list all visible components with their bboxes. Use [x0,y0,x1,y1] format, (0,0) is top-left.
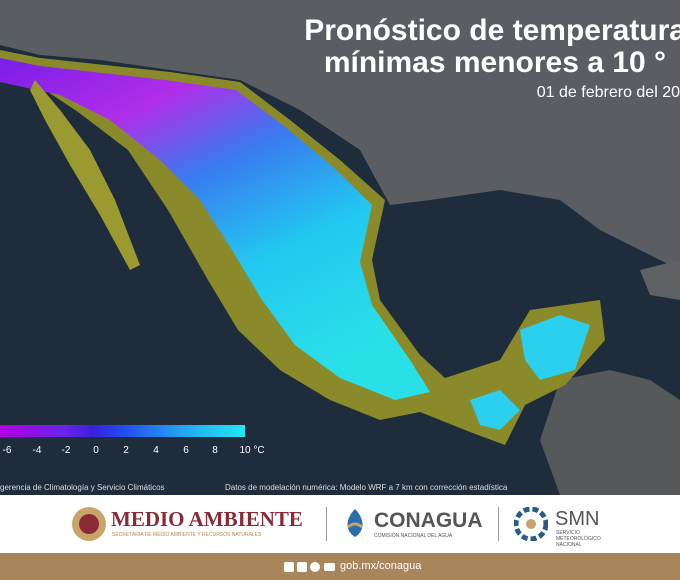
legend-label: 2 [123,445,129,456]
title-line-2: mínimas menores a 10 ° [323,46,666,79]
legend-label: 8 [212,445,218,456]
smn: SMN [555,508,600,530]
conagua: CONAGUA [374,509,483,532]
medio-ambiente-sub: SECRETARÍA DE MEDIO AMBIENTE Y RECURSOS … [112,532,262,538]
legend-label: 6 [183,445,189,456]
emblem [72,507,106,541]
conagua-logo [347,509,363,537]
url: gob.mx/conagua [340,560,422,572]
legend-label: -6 [2,445,12,456]
land-central-america [540,370,680,495]
date: 01 de febrero del 20 [536,84,680,101]
map [0,0,680,495]
footer-bar: gob.mx/conagua [0,553,680,580]
baja-california [30,80,140,270]
temperature-field [0,58,430,400]
separator [498,507,499,541]
title-line-1: Pronóstico de temperatura [304,14,680,47]
credit-left: gerencia de Climatología y Servicio Clim… [0,483,165,492]
credit-right: Datos de modelación numérica: Modelo WRF… [225,483,508,492]
social-icons [284,562,335,572]
conagua-sub: COMISIÓN NACIONAL DEL AGUA [374,533,453,539]
medio-ambiente: MEDIO AMBIENTE [111,507,303,531]
legend-label: -2 [61,445,71,456]
legend-label: 4 [153,445,159,456]
land-north [0,0,680,270]
legend-label: -4 [32,445,42,456]
temperature-field-south [470,315,590,430]
smn-logo [514,507,548,541]
color-scale [0,425,245,437]
legend-label: 10 °C [239,445,265,456]
separator [326,507,327,541]
logo-band: MEDIO AMBIENTE SECRETARÍA DE MEDIO AMBIE… [0,495,680,553]
smn-sub: SERVICIO METEOROLÓGICO NACIONAL [556,530,601,548]
cuba [640,260,680,300]
legend-label: 0 [93,445,99,456]
